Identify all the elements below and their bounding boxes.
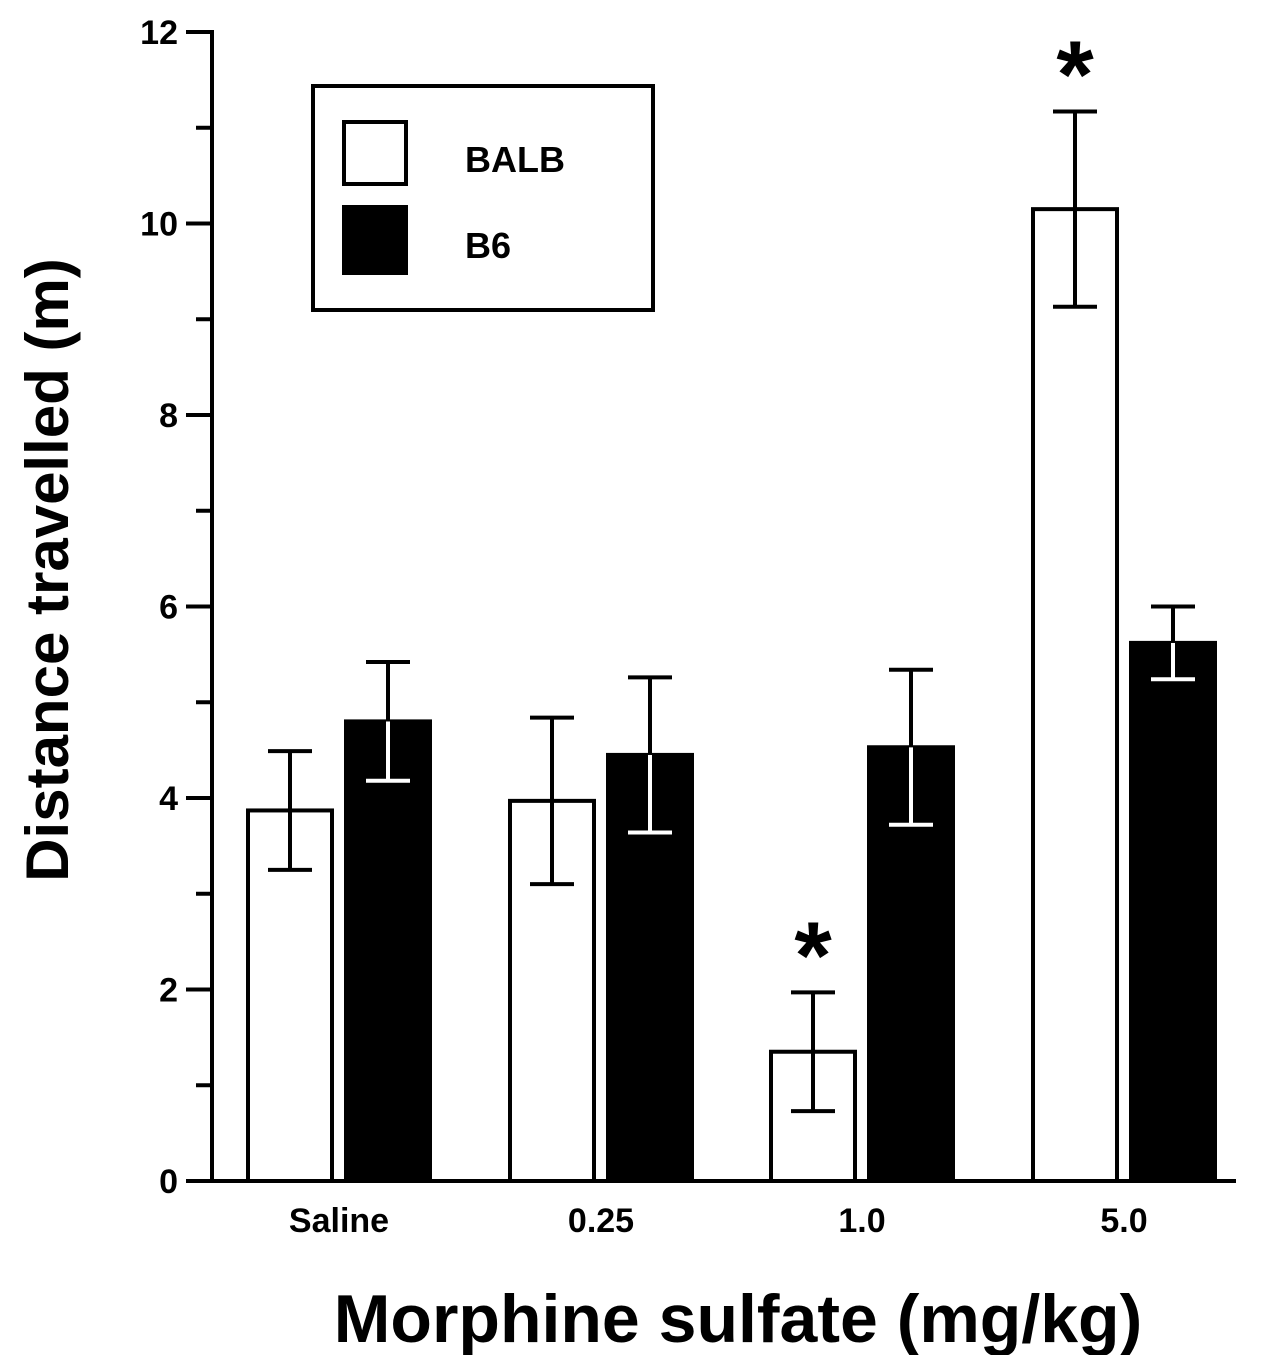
y-axis-title: Distance travelled (m) [14,258,81,882]
y-tick-label: 12 [140,14,178,52]
y-tick-label: 10 [140,206,178,244]
bar-b6-3 [1131,643,1215,1181]
category-label-0: Saline [289,1202,389,1240]
legend-label-balb: BALB [465,139,565,180]
category-label-2: 1.0 [838,1202,885,1240]
y-tick-label: 6 [159,589,178,627]
y-tick-label: 2 [159,972,178,1010]
legend: BALB B6 [313,86,653,310]
legend-swatch-b6 [344,207,406,273]
bar-balb-3 [1033,209,1117,1181]
bar-b6-0 [346,721,430,1181]
significance-marker: * [794,902,832,1009]
category-label-3: 5.0 [1100,1202,1147,1240]
legend-box [313,86,653,310]
bars [248,209,1215,1181]
legend-swatch-balb [344,122,406,184]
y-tick-label: 8 [159,397,178,435]
category-label-1: 0.25 [568,1202,634,1240]
legend-label-b6: B6 [465,225,511,266]
y-ticks: 0 2 4 6 8 10 12 [140,14,212,1201]
significance-marker: * [1056,21,1094,128]
y-tick-label: 4 [159,780,178,818]
y-tick-label: 0 [159,1163,178,1201]
category-labels: Saline 0.25 1.0 5.0 [289,1202,1148,1240]
x-axis-title: Morphine sulfate (mg/kg) [334,1281,1142,1355]
